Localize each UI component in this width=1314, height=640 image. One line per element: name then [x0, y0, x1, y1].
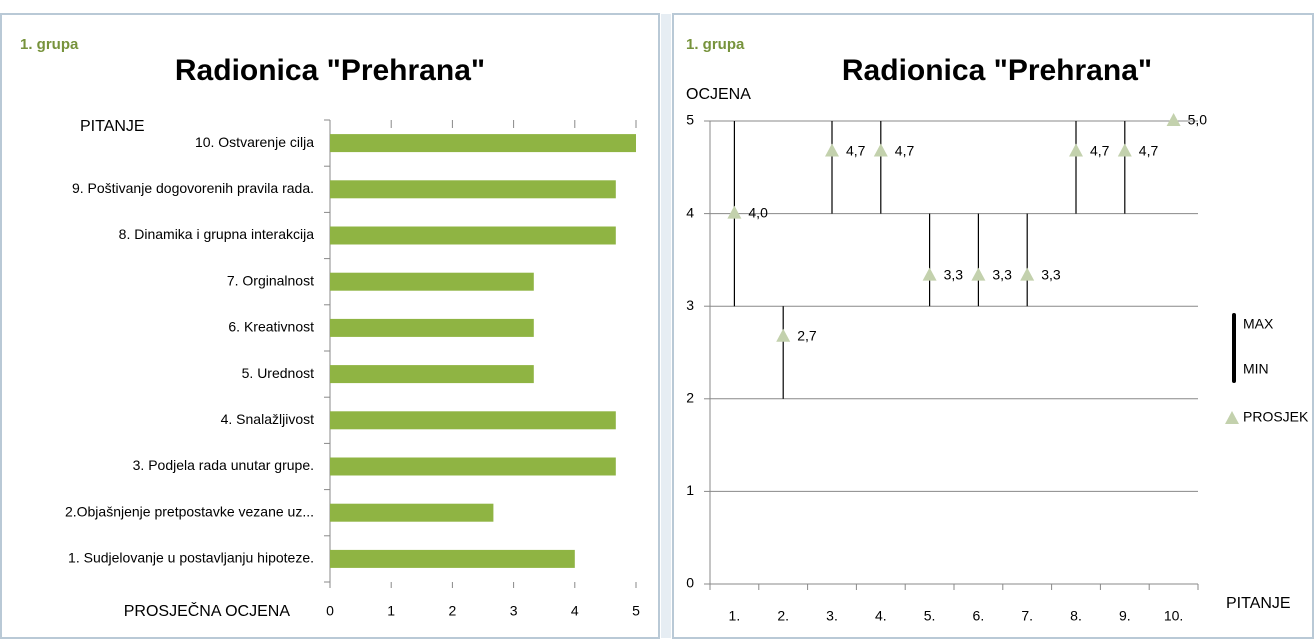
x-tick-label: 8. — [1070, 608, 1082, 624]
x-tick-label: 6. — [973, 608, 985, 624]
average-marker — [971, 267, 986, 281]
y-tick-label: 10. Ostvarenje cilja — [195, 134, 314, 150]
panel-left — [0, 13, 660, 639]
bar — [330, 226, 616, 245]
x-tick-label: 7. — [1021, 608, 1033, 624]
x-axis-label: PROSJEČNA OCJENA — [124, 601, 291, 620]
value-label: 3,3 — [992, 266, 1012, 282]
value-label: 4,7 — [846, 142, 866, 158]
legend-label: PROSJEK — [1243, 409, 1309, 425]
value-label: 4,7 — [895, 142, 915, 158]
bar — [330, 180, 616, 199]
y-tick-label: 9. Poštivanje dogovorenih pravila rada. — [72, 180, 314, 196]
legend-swatch — [1232, 313, 1236, 383]
y-tick-label: 1. Sudjelovanje u postavljanju hipoteze. — [68, 550, 314, 566]
value-label: 5,0 — [1188, 112, 1208, 128]
y-tick-label: 2.Objašnjenje pretpostavke vezane uz... — [65, 503, 314, 519]
chart-title: Radionica "Prehrana" — [175, 54, 485, 87]
average-marker — [776, 328, 791, 342]
x-tick-label: 10. — [1164, 608, 1183, 624]
y-tick-label: 3. Podjela rada unutar grupe. — [133, 457, 314, 473]
y-tick-label: 7. Orginalnost — [227, 272, 314, 288]
legend-label: MAX — [1243, 316, 1274, 332]
panel-right — [672, 13, 1314, 639]
splitter — [661, 14, 671, 638]
x-tick-label: 9. — [1119, 608, 1131, 624]
legend-swatch — [1225, 411, 1239, 424]
value-label: 3,3 — [1041, 266, 1061, 282]
bar — [330, 411, 616, 430]
x-tick-label: 1. — [729, 608, 741, 624]
average-marker — [1069, 143, 1083, 157]
value-label: 4,7 — [1090, 142, 1110, 158]
average-marker — [727, 205, 742, 219]
bar — [330, 134, 636, 153]
x-tick-label: 4. — [875, 608, 887, 624]
y-tick-label: 6. Kreativnost — [228, 319, 314, 335]
bar — [330, 365, 534, 384]
bar — [330, 457, 616, 476]
x-tick-label: 0 — [326, 603, 334, 619]
chart-title: Radionica "Prehrana" — [842, 54, 1152, 87]
average-marker — [825, 143, 839, 157]
y-tick-label: 5 — [686, 112, 694, 128]
value-label: 3,3 — [944, 266, 964, 282]
y-tick-label: 4 — [686, 204, 694, 220]
y-tick-label: 4. Snalažljivost — [221, 411, 314, 427]
x-axis-label: PITANJE — [1226, 595, 1291, 612]
value-label: 2,7 — [797, 327, 817, 343]
y-tick-label: 3 — [686, 297, 694, 313]
value-label: 4,7 — [1139, 142, 1159, 158]
bar — [330, 549, 575, 568]
x-tick-label: 3. — [826, 608, 838, 624]
y-axis-label: PITANJE — [80, 118, 145, 135]
x-tick-label: 5. — [924, 608, 936, 624]
bar — [330, 503, 494, 522]
y-tick-label: 0 — [686, 575, 694, 591]
y-tick-label: 8. Dinamika i grupna interakcija — [119, 226, 315, 242]
y-axis-label: OCJENA — [686, 86, 751, 103]
x-tick-label: 3 — [510, 603, 518, 619]
value-label: 4,0 — [748, 204, 768, 220]
x-tick-label: 2 — [449, 603, 457, 619]
y-tick-label: 1 — [686, 482, 694, 498]
average-marker — [1166, 113, 1181, 126]
average-marker — [873, 143, 888, 157]
y-tick-label: 5. Urednost — [242, 365, 314, 381]
average-marker — [1020, 267, 1035, 281]
legend-label: MIN — [1243, 361, 1269, 377]
y-tick-label: 2 — [686, 390, 694, 406]
x-tick-label: 4 — [571, 603, 579, 619]
bar — [330, 272, 534, 291]
x-tick-label: 1 — [387, 603, 395, 619]
chart-subtitle: 1. grupa — [20, 36, 79, 53]
bar — [330, 318, 534, 337]
chart-subtitle: 1. grupa — [686, 36, 745, 53]
average-marker — [1117, 143, 1132, 157]
x-tick-label: 2. — [777, 608, 789, 624]
x-tick-label: 5 — [632, 603, 640, 619]
average-marker — [922, 267, 937, 281]
